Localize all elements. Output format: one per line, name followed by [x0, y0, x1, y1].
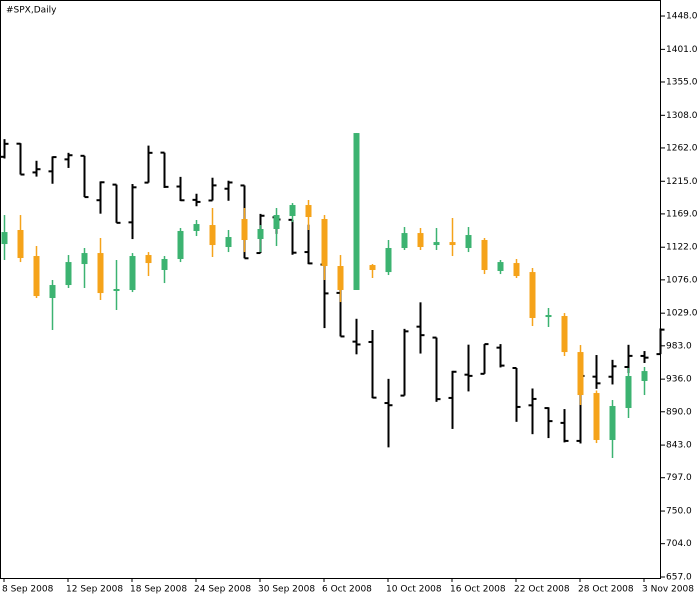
x-tick-label: 10 Oct 2008 — [386, 585, 442, 595]
y-tick-label: 1401.0 — [666, 45, 698, 55]
y-tick-label: 797.0 — [666, 473, 692, 483]
candle-body — [81, 253, 88, 265]
candle-body — [609, 406, 616, 440]
y-tick-label: 657.0 — [666, 573, 692, 583]
x-tick-label: 24 Sep 2008 — [194, 585, 251, 595]
y-tick-label: 1076.0 — [666, 275, 698, 285]
candle-body — [529, 272, 536, 319]
candle-body — [49, 285, 56, 299]
candle-body — [497, 262, 504, 271]
candle-body — [209, 225, 216, 246]
candle-body — [513, 263, 520, 277]
candle-body — [305, 205, 312, 218]
candle-body — [449, 242, 456, 246]
candle-body — [113, 289, 120, 291]
candle-body — [257, 229, 264, 240]
candle-body — [33, 256, 40, 297]
y-tick-label: 1029.0 — [666, 309, 698, 319]
candle-body — [481, 239, 488, 270]
candle-body — [161, 259, 168, 270]
y-tick-label: 936.0 — [666, 375, 692, 385]
candle-body — [385, 248, 392, 273]
y-tick-label: 704.0 — [666, 539, 692, 549]
y-tick-label: 843.0 — [666, 441, 692, 451]
candle-body — [145, 255, 152, 264]
candle-body — [17, 229, 24, 259]
candle-body — [641, 371, 648, 381]
candle-body — [577, 352, 584, 396]
candle-body — [225, 237, 232, 248]
x-tick-label: 18 Sep 2008 — [130, 585, 187, 595]
candle-body — [561, 316, 568, 353]
y-tick-label: 750.0 — [666, 507, 692, 517]
y-tick-label: 890.0 — [666, 407, 692, 417]
candle-body — [1, 232, 8, 245]
candle-body — [65, 262, 72, 286]
candle-body — [97, 253, 104, 294]
candle-body — [593, 393, 600, 440]
candle-body — [177, 230, 184, 260]
candle-body — [289, 205, 296, 217]
candle-body — [369, 265, 376, 270]
x-tick-label: 28 Oct 2008 — [578, 585, 634, 595]
y-tick-label: 1355.0 — [666, 77, 698, 87]
candle-body — [401, 233, 408, 249]
candle-body — [353, 133, 360, 290]
x-tick-label: 6 Oct 2008 — [322, 585, 372, 595]
candle-body — [273, 215, 280, 230]
candle-body — [337, 266, 344, 290]
y-tick-label: 1262.0 — [666, 143, 698, 153]
plot-frame — [0, 0, 661, 579]
x-tick-label: 3 Nov 2008 — [642, 585, 694, 595]
y-tick-label: 1169.0 — [666, 209, 698, 219]
candle-body — [545, 315, 552, 318]
candle-body — [193, 224, 200, 231]
candle-body — [241, 219, 248, 240]
y-tick-label: 1215.0 — [666, 177, 698, 187]
y-tick-label: 1122.0 — [666, 243, 698, 253]
candle-body — [625, 376, 632, 409]
y-tick-label: 983.0 — [666, 341, 692, 351]
x-tick-label: 8 Sep 2008 — [2, 585, 54, 595]
chart-title: #SPX,Daily — [6, 6, 57, 16]
candle-body — [433, 242, 440, 246]
candle-body — [465, 235, 472, 249]
x-tick-label: 16 Oct 2008 — [450, 585, 506, 595]
candle-body — [129, 256, 136, 290]
y-tick-label: 1308.0 — [666, 111, 698, 121]
x-tick-label: 22 Oct 2008 — [514, 585, 570, 595]
candle-body — [417, 233, 424, 248]
candle-body — [321, 219, 328, 267]
x-tick-label: 30 Sep 2008 — [258, 585, 315, 595]
x-tick-label: 12 Sep 2008 — [66, 585, 123, 595]
y-tick-label: 1448.0 — [666, 12, 698, 22]
